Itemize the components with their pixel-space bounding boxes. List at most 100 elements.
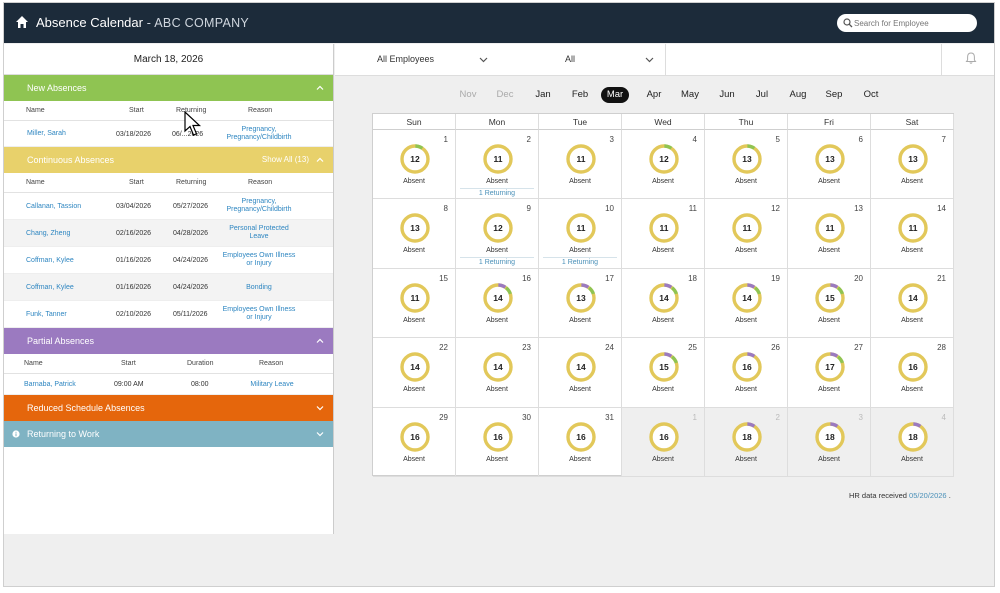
employee-name-link[interactable]: Callanan, Tassion (26, 203, 82, 210)
absence-ring[interactable]: 14 (399, 351, 431, 383)
reduced-schedule-header[interactable]: Reduced Schedule Absences (4, 395, 333, 421)
absence-ring[interactable]: 15 (648, 351, 680, 383)
calendar-day-cell[interactable]: 22 14 Absent (373, 338, 456, 408)
table-row[interactable]: Barnaba, Patrick 09:00 AM 08:00 Military… (4, 374, 333, 395)
month-feb[interactable]: Feb (571, 89, 589, 100)
month-nov[interactable]: Nov (459, 89, 477, 100)
reason-link[interactable]: Bonding (209, 284, 309, 292)
calendar-day-cell[interactable]: 17 13 Absent (539, 268, 622, 339)
absence-ring[interactable]: 13 (897, 143, 929, 175)
employee-name-link[interactable]: Barnaba, Patrick (24, 381, 76, 388)
second-dropdown[interactable]: All (565, 44, 665, 75)
chevron-up-icon[interactable] (316, 337, 324, 345)
calendar-day-cell[interactable]: 5 13 Absent (705, 130, 788, 200)
absence-ring[interactable]: 12 (648, 143, 680, 175)
month-jun[interactable]: Jun (719, 89, 735, 100)
calendar-day-cell[interactable]: 18 14 Absent (622, 268, 705, 339)
absence-ring[interactable]: 13 (399, 212, 431, 244)
employee-name-link[interactable]: Funk, Tanner (26, 311, 67, 318)
calendar-day-cell[interactable]: 19 14 Absent (705, 268, 788, 339)
absence-ring[interactable]: 14 (648, 282, 680, 314)
absence-ring[interactable]: 11 (814, 212, 846, 244)
table-row[interactable]: Miller, Sarah 03/18/2026 06/...2026 Preg… (4, 121, 333, 147)
calendar-day-cell[interactable]: 1 12 Absent (373, 130, 456, 200)
reason-link[interactable]: Pregnancy, Pregnancy/Childbirth (209, 198, 309, 214)
absence-ring[interactable]: 14 (897, 282, 929, 314)
employee-name-link[interactable]: Coffman, Kylee (26, 257, 74, 264)
calendar-day-cell[interactable]: 6 13 Absent (788, 130, 871, 200)
calendar-day-cell[interactable]: 12 11 Absent (705, 199, 788, 269)
reason-link[interactable]: Military Leave (250, 381, 294, 388)
employee-search[interactable] (837, 14, 977, 32)
home-icon[interactable] (15, 15, 29, 29)
absence-ring[interactable]: 16 (399, 421, 431, 453)
calendar-day-cell[interactable]: 1 16 Absent (622, 407, 705, 477)
returning-link[interactable]: 1 Returning (460, 188, 534, 197)
calendar-day-cell[interactable]: 30 16 Absent (456, 407, 539, 477)
partial-absences-header[interactable]: Partial Absences (4, 328, 333, 354)
month-dec[interactable]: Dec (496, 89, 514, 100)
calendar-day-cell[interactable]: 3 11 Absent (539, 130, 622, 200)
absence-ring[interactable]: 11 (482, 143, 514, 175)
reason-link[interactable]: Employees Own Illness or Injury (209, 306, 309, 322)
absence-ring[interactable]: 12 (399, 143, 431, 175)
calendar-day-cell[interactable]: 23 14 Absent (456, 338, 539, 408)
calendar-day-cell[interactable]: 25 15 Absent (622, 338, 705, 408)
calendar-day-cell[interactable]: 20 15 Absent (788, 268, 871, 339)
calendar-day-cell[interactable]: 14 11 Absent (871, 199, 954, 269)
employee-name-link[interactable]: Chang, Zheng (26, 230, 71, 237)
absence-ring[interactable]: 11 (565, 212, 597, 244)
returning-to-work-header[interactable]: Returning to Work (4, 421, 333, 447)
absence-ring[interactable]: 13 (565, 282, 597, 314)
hr-data-date-link[interactable]: 05/20/2026 (909, 491, 947, 500)
table-row[interactable]: Callanan, Tassion 03/04/2026 05/27/2026 Pre… (4, 193, 333, 220)
absence-ring[interactable]: 12 (482, 212, 514, 244)
show-all-link[interactable]: Show All (13) (261, 155, 309, 164)
calendar-day-cell[interactable]: 2 11 Absent 1 Returning (456, 130, 539, 200)
calendar-day-cell[interactable]: 26 16 Absent (705, 338, 788, 408)
absence-ring[interactable]: 16 (897, 351, 929, 383)
month-apr[interactable]: Apr (646, 89, 662, 100)
continuous-absences-header[interactable]: Continuous Absences Show All (13) (4, 147, 333, 173)
absence-ring[interactable]: 14 (565, 351, 597, 383)
absence-ring[interactable]: 16 (648, 421, 680, 453)
table-row[interactable]: Coffman, Kylee 01/16/2026 04/24/2026 Employ… (4, 247, 333, 274)
chevron-up-icon[interactable] (316, 84, 324, 92)
absence-ring[interactable]: 18 (731, 421, 763, 453)
calendar-day-cell[interactable]: 27 17 Absent (788, 338, 871, 408)
absence-ring[interactable]: 16 (482, 421, 514, 453)
search-input[interactable] (854, 16, 972, 30)
returning-link[interactable]: 1 Returning (543, 257, 617, 266)
reason-link[interactable]: Pregnancy, Pregnancy/Childbirth (209, 126, 309, 142)
month-mar[interactable]: Mar (601, 87, 629, 103)
chevron-down-icon[interactable] (316, 430, 324, 438)
table-row[interactable]: Funk, Tanner 02/10/2026 05/11/2026 Employee… (4, 301, 333, 328)
table-row[interactable]: Chang, Zheng 02/16/2026 04/28/2026 Personal… (4, 220, 333, 247)
absence-ring[interactable]: 13 (814, 143, 846, 175)
reason-link[interactable]: Employees Own Illness or Injury (209, 252, 309, 268)
employees-dropdown[interactable]: All Employees (377, 44, 497, 75)
absence-ring[interactable]: 15 (814, 282, 846, 314)
calendar-day-cell[interactable]: 7 13 Absent (871, 130, 954, 200)
calendar-day-cell[interactable]: 16 14 Absent (456, 268, 539, 339)
month-jul[interactable]: Jul (755, 89, 769, 100)
calendar-day-cell[interactable]: 3 18 Absent (788, 407, 871, 477)
calendar-day-cell[interactable]: 8 13 Absent (373, 199, 456, 269)
calendar-day-cell[interactable]: 24 14 Absent (539, 338, 622, 408)
month-oct[interactable]: Oct (863, 89, 879, 100)
calendar-day-cell[interactable]: 28 16 Absent (871, 338, 954, 408)
absence-ring[interactable]: 13 (731, 143, 763, 175)
absence-ring[interactable]: 14 (482, 282, 514, 314)
absence-ring[interactable]: 14 (731, 282, 763, 314)
calendar-day-cell[interactable]: 9 12 Absent 1 Returning (456, 199, 539, 269)
absence-ring[interactable]: 16 (565, 421, 597, 453)
chevron-up-icon[interactable] (316, 156, 324, 164)
calendar-day-cell[interactable]: 13 11 Absent (788, 199, 871, 269)
absence-ring[interactable]: 14 (482, 351, 514, 383)
absence-ring[interactable]: 11 (731, 212, 763, 244)
calendar-day-cell[interactable]: 29 16 Absent (373, 407, 456, 477)
calendar-day-cell[interactable]: 4 18 Absent (871, 407, 954, 477)
calendar-day-cell[interactable]: 2 18 Absent (705, 407, 788, 477)
bell-icon[interactable] (964, 51, 978, 65)
month-jan[interactable]: Jan (535, 89, 551, 100)
